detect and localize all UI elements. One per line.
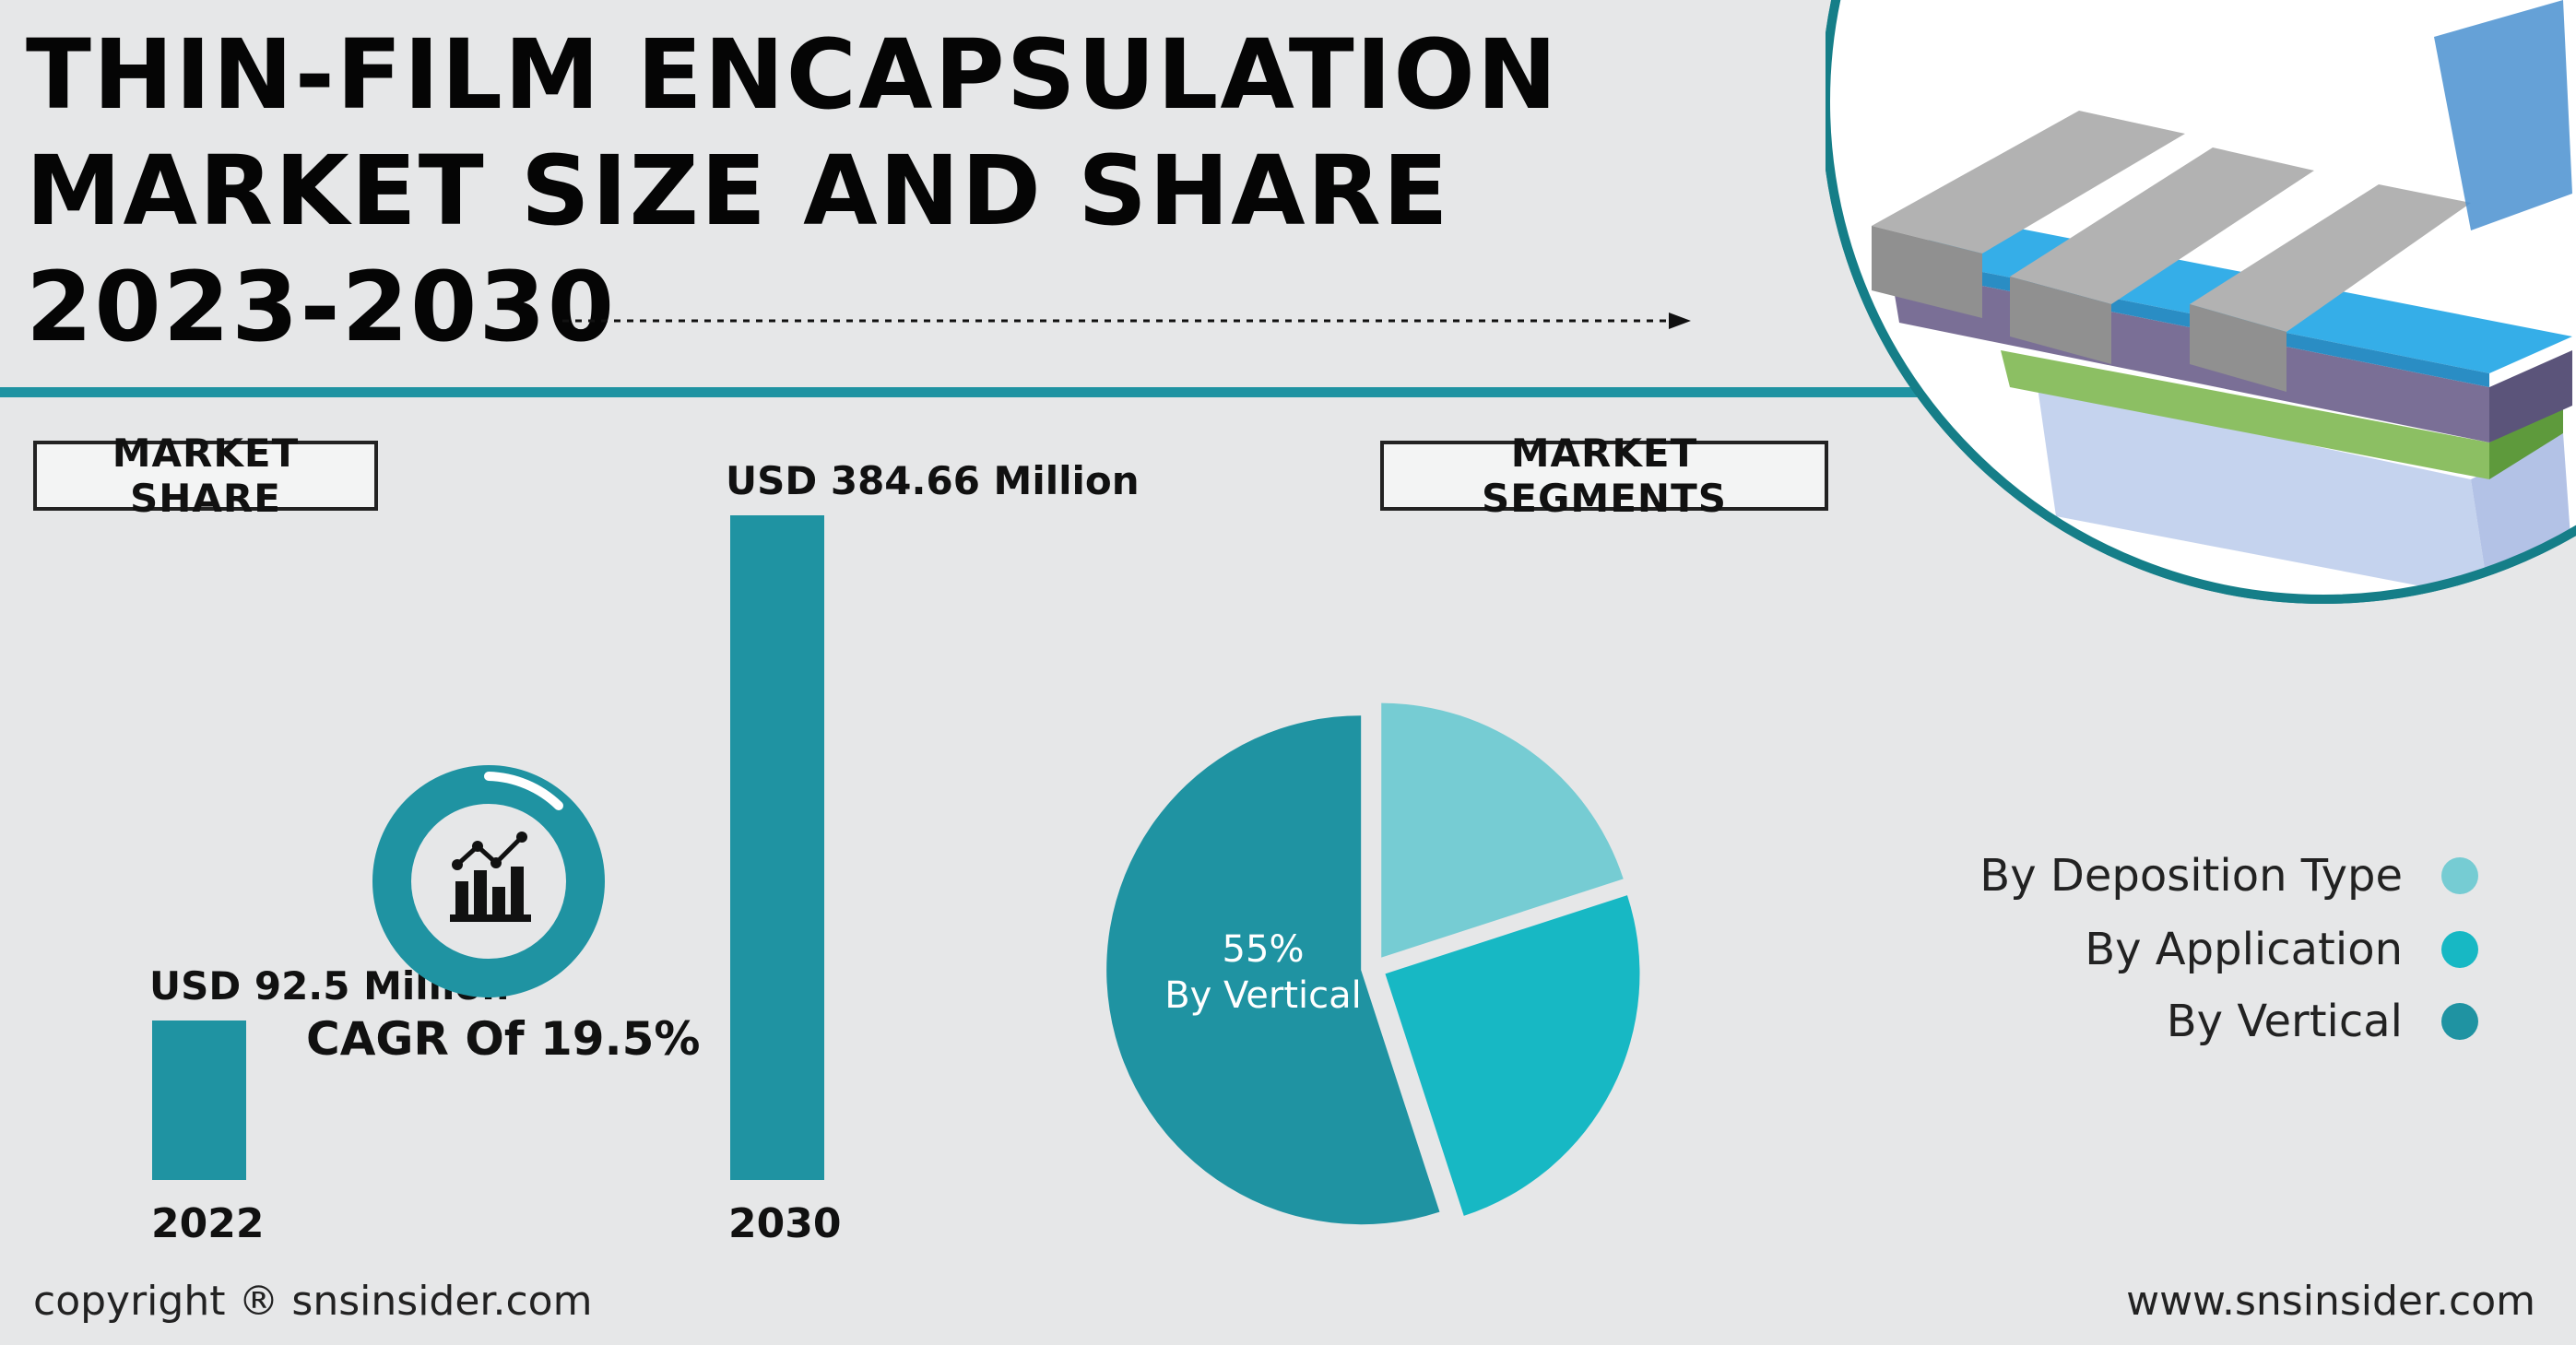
title-line-1: THIN-FILM ENCAPSULATION	[26, 18, 1559, 131]
legend-dot-vertical	[2441, 1003, 2478, 1040]
market-share-label: MARKET SHARE	[33, 431, 378, 521]
segments-pie-chart: 55% By Vertical	[1106, 702, 1640, 1225]
legend-item-application: By Application	[2085, 924, 2478, 975]
legend-dot-application	[2441, 931, 2478, 968]
page-title: THIN-FILM ENCAPSULATION MARKET SIZE AND …	[26, 17, 1559, 365]
pie-label-percent: 55%	[1223, 928, 1305, 971]
year-label-2030: 2030	[728, 1200, 842, 1247]
cagr-ring	[372, 765, 605, 997]
bar-value-label-2030: USD 384.66 Million	[726, 457, 1140, 503]
legend-label-application: By Application	[2085, 924, 2403, 975]
legend-dot-deposition	[2441, 857, 2478, 894]
pie-slice-by-vertical	[1106, 715, 1440, 1225]
bar-2022	[152, 1020, 246, 1180]
legend-item-deposition: By Deposition Type	[1979, 850, 2478, 902]
pie-label-segment: By Vertical	[1164, 974, 1362, 1017]
bar-2030	[730, 514, 824, 1180]
title-line-2: MARKET SIZE AND SHARE	[26, 135, 1450, 247]
market-segments-label: MARKET SEGMENTS	[1380, 431, 1828, 521]
cagr-label: CAGR Of 19.5%	[306, 1012, 701, 1066]
pie-slice-by-deposition-type	[1381, 702, 1624, 958]
copyright-text: copyright ® snsinsider.com	[33, 1278, 593, 1325]
legend-item-vertical: By Vertical	[2167, 996, 2478, 1047]
legend-label-deposition: By Deposition Type	[1979, 850, 2403, 902]
website-link[interactable]: www.snsinsider.com	[2126, 1278, 2535, 1325]
header-divider	[0, 387, 1955, 397]
title-line-3: 2023-2030	[26, 251, 617, 363]
thin-film-illustration	[1826, 0, 2576, 604]
pie-slice-by-application	[1385, 895, 1640, 1216]
dotted-arrow	[562, 313, 1691, 329]
legend-label-vertical: By Vertical	[2166, 996, 2403, 1047]
bar-chart-trend-icon	[450, 832, 531, 922]
year-label-2022: 2022	[151, 1200, 265, 1247]
